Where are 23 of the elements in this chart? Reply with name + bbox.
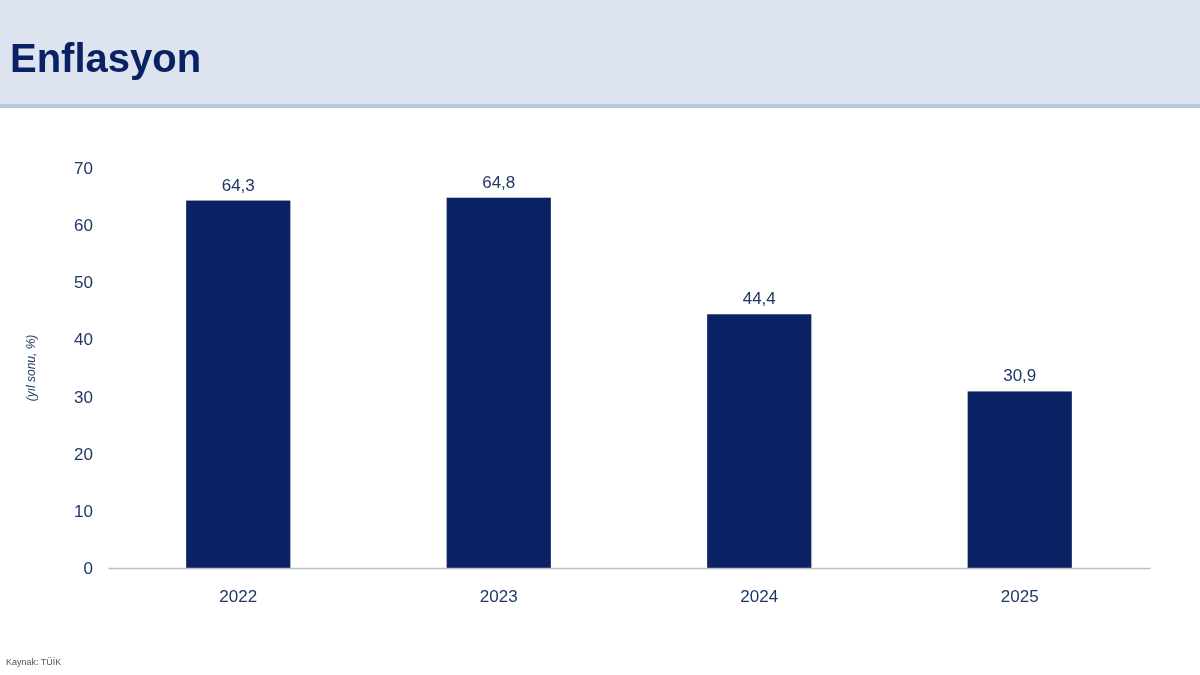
y-tick-label: 50 bbox=[74, 273, 93, 293]
y-tick-label: 60 bbox=[74, 216, 93, 236]
bar bbox=[967, 391, 1072, 568]
text: Kaynak: TÜİK bbox=[6, 657, 62, 667]
data-label: 30,9 bbox=[1003, 366, 1037, 386]
y-tick-label: 0 bbox=[83, 558, 93, 578]
y-axis-title: (yıl sonu, %) bbox=[24, 334, 38, 402]
data-label: 64,8 bbox=[482, 172, 516, 192]
bar bbox=[446, 197, 551, 568]
bar bbox=[186, 200, 291, 568]
bar bbox=[707, 314, 812, 568]
chart-title: Enflasyon bbox=[10, 36, 202, 80]
y-tick-label: 40 bbox=[74, 330, 93, 350]
y-tick-label: 10 bbox=[74, 501, 93, 521]
y-tick-label: 70 bbox=[74, 158, 93, 178]
x-tick-label: 2025 bbox=[1000, 587, 1039, 607]
x-tick-label: 2022 bbox=[219, 587, 258, 607]
y-tick-label: 20 bbox=[74, 444, 93, 464]
data-label: 64,3 bbox=[221, 175, 255, 195]
y-tick-label: 30 bbox=[74, 387, 93, 407]
x-tick-label: 2024 bbox=[740, 587, 779, 607]
x-tick-label: 2023 bbox=[479, 587, 518, 607]
data-label: 44,4 bbox=[742, 289, 776, 309]
